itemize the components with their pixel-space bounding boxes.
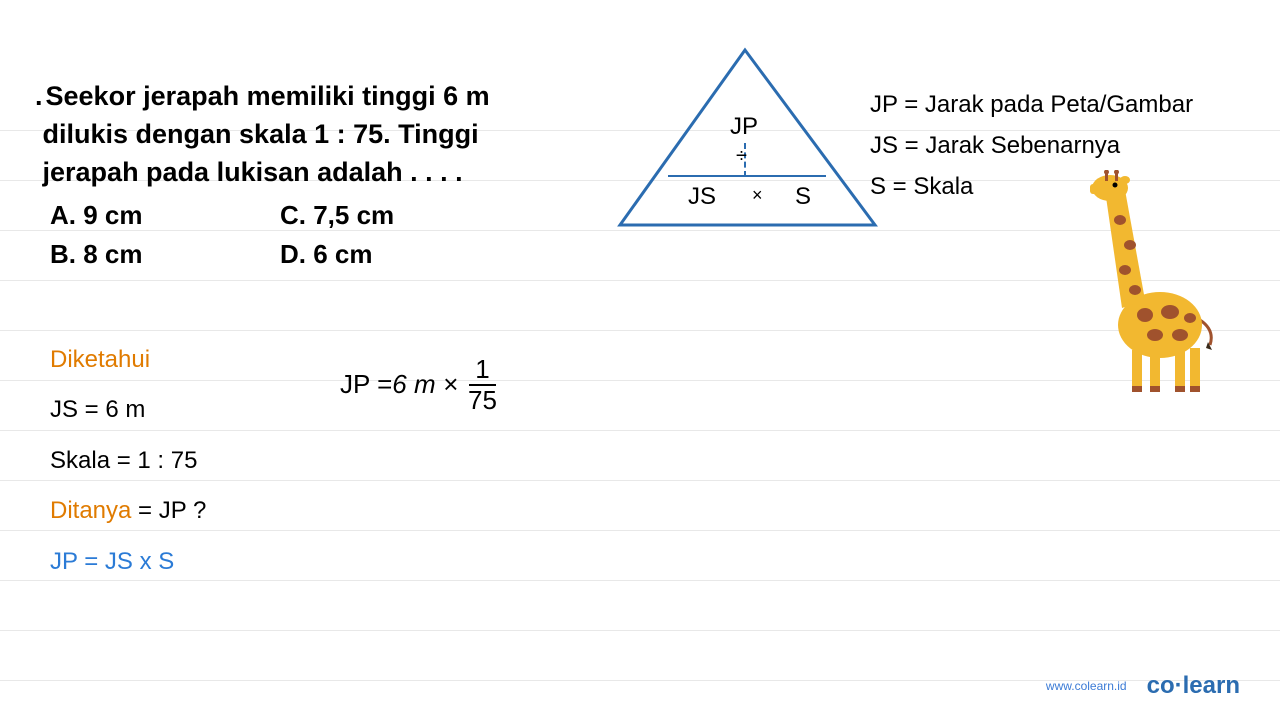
triangle-js-label: JS xyxy=(688,183,716,211)
question-line2: dilukis dengan skala 1 : 75. Tinggi xyxy=(43,119,479,149)
ditanya-label: Ditanya xyxy=(50,497,131,524)
footer: www.colearn.id co·learn xyxy=(1046,672,1240,700)
question-line3: jerapah pada lukisan adalah . . . . xyxy=(43,157,463,187)
footer-url: www.colearn.id xyxy=(1046,679,1127,693)
logo-pre: co xyxy=(1147,672,1175,699)
fraction: 1 75 xyxy=(464,355,501,414)
logo-post: learn xyxy=(1183,672,1240,699)
skala-value: Skala = 1 : 75 xyxy=(50,436,206,486)
ditanya-rest: = JP ? xyxy=(131,497,206,524)
solution-work: Diketahui JS = 6 m Skala = 1 : 75 Ditany… xyxy=(50,335,206,587)
question-line1: Seekor jerapah memiliki tinggi 6 m xyxy=(46,81,490,111)
legend-js: JS = Jarak Sebenarnya xyxy=(870,126,1193,167)
jp-equals: JP = xyxy=(340,369,392,400)
fraction-denominator: 75 xyxy=(464,386,501,415)
jp-coefficient: 6 m × xyxy=(392,369,458,400)
logo-dot: · xyxy=(1175,672,1183,699)
option-a: A. 9 cm xyxy=(50,200,280,231)
legend-jp: JP = Jarak pada Peta/Gambar xyxy=(870,85,1193,126)
option-b: B. 8 cm xyxy=(50,239,280,270)
triangle-multiply-symbol: × xyxy=(752,185,763,206)
option-d: D. 6 cm xyxy=(280,239,373,270)
js-value: JS = 6 m xyxy=(50,385,206,435)
answer-options: A. 9 cm C. 7,5 cm B. 8 cm D. 6 cm xyxy=(50,200,394,278)
diketahui-label: Diketahui xyxy=(50,335,206,385)
formula-triangle: JP ÷ JS × S xyxy=(600,45,880,235)
question-text: .Seekor jerapah memiliki tinggi 6 m dilu… xyxy=(35,78,490,191)
jp-calculation: JP = 6 m × 1 75 xyxy=(340,355,501,414)
ditanya-line: Ditanya = JP ? xyxy=(50,486,206,536)
giraffe-icon xyxy=(1050,170,1215,400)
colearn-logo: co·learn xyxy=(1147,672,1240,700)
fraction-numerator: 1 xyxy=(469,355,495,386)
option-c: C. 7,5 cm xyxy=(280,200,394,231)
formula-line: JP = JS x S xyxy=(50,537,206,587)
triangle-s-label: S xyxy=(795,183,811,211)
triangle-divide-symbol: ÷ xyxy=(736,145,747,168)
triangle-jp-label: JP xyxy=(730,113,758,141)
